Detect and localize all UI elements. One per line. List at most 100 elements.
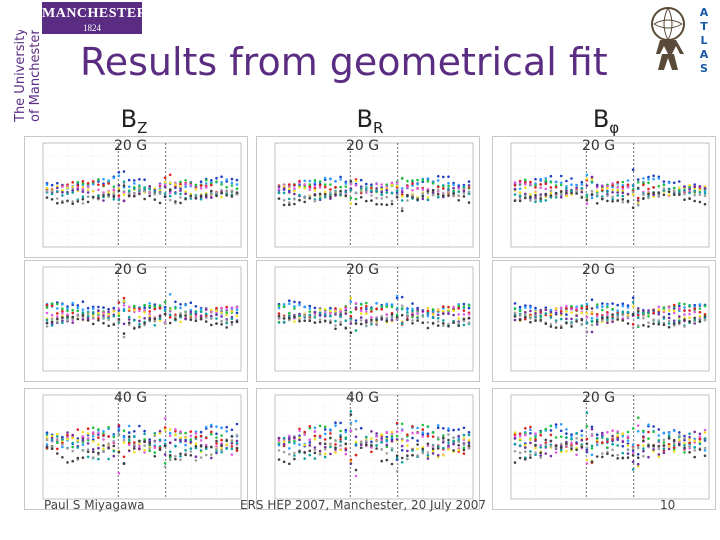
data-point: [513, 461, 517, 464]
data-point: [431, 316, 435, 319]
data-point: [621, 302, 625, 305]
data-point: [693, 310, 696, 314]
column-header-br: BR: [356, 105, 384, 137]
data-point: [380, 441, 383, 444]
data-point: [277, 197, 281, 200]
data-point: [575, 192, 578, 195]
data-point: [97, 451, 100, 455]
data-point: [189, 454, 193, 457]
data-point: [86, 188, 90, 191]
scale-label: 20 G: [346, 138, 380, 154]
data-point: [189, 450, 193, 453]
data-point: [385, 185, 389, 189]
data-point: [549, 445, 553, 448]
data-point: [225, 447, 228, 450]
data-point: [235, 439, 239, 443]
data-point: [56, 181, 59, 185]
data-point: [667, 431, 671, 435]
data-point: [539, 197, 542, 200]
data-point: [210, 310, 213, 314]
data-point: [277, 436, 281, 440]
data-point: [127, 318, 131, 321]
data-point: [354, 468, 358, 472]
data-point: [570, 317, 573, 321]
data-point: [616, 430, 619, 433]
data-point: [447, 194, 450, 197]
data-point: [329, 432, 332, 435]
data-point: [657, 191, 661, 194]
data-point: [657, 434, 661, 437]
data-point: [235, 314, 239, 318]
data-point: [298, 181, 301, 185]
residual-plot-panel: 20 G: [24, 136, 248, 258]
data-point: [50, 192, 54, 196]
data-point: [631, 443, 635, 447]
data-point: [220, 188, 223, 192]
data-point: [395, 189, 399, 192]
data-point: [334, 179, 337, 183]
data-point: [349, 319, 353, 323]
data-point: [334, 319, 337, 323]
data-point: [518, 318, 522, 322]
data-point: [329, 177, 332, 181]
data-point: [416, 443, 419, 446]
data-point: [199, 434, 203, 438]
data-point: [395, 456, 399, 460]
data-point: [86, 319, 90, 322]
data-point: [230, 447, 234, 451]
scale-label: 40 G: [346, 390, 380, 406]
data-point: [595, 303, 599, 306]
data-point: [282, 305, 286, 308]
data-point: [421, 433, 425, 436]
data-point: [590, 189, 594, 193]
data-point: [616, 180, 619, 184]
data-point: [230, 317, 234, 321]
data-point: [447, 184, 450, 188]
data-point: [703, 304, 707, 308]
data-point: [122, 184, 126, 188]
data-point: [313, 185, 317, 188]
data-point: [416, 319, 419, 322]
data-point: [442, 185, 445, 188]
residual-plot: [510, 394, 710, 500]
data-point: [359, 185, 363, 188]
data-point: [50, 313, 54, 317]
data-point: [293, 307, 296, 310]
data-point: [534, 451, 537, 454]
data-point: [225, 425, 228, 429]
data-point: [678, 309, 681, 313]
data-point: [359, 196, 363, 199]
data-point: [199, 317, 203, 321]
data-point: [518, 314, 522, 317]
data-point: [143, 451, 146, 454]
data-point: [158, 189, 162, 192]
data-point: [148, 304, 151, 308]
data-point: [590, 196, 594, 200]
data-point: [189, 318, 193, 321]
data-point: [365, 199, 368, 203]
data-point: [442, 446, 445, 450]
data-point: [395, 313, 399, 316]
data-point: [416, 439, 419, 442]
data-point: [71, 433, 74, 437]
data-point: [642, 447, 645, 450]
data-point: [436, 454, 440, 457]
data-point: [235, 442, 239, 445]
data-point: [452, 181, 455, 185]
data-point: [688, 191, 691, 195]
data-point: [554, 451, 558, 454]
data-point: [559, 423, 563, 426]
data-point: [174, 300, 177, 304]
data-point: [683, 434, 686, 438]
data-point: [148, 190, 151, 193]
data-point: [452, 442, 455, 446]
data-point: [153, 198, 157, 201]
data-point: [657, 319, 661, 322]
data-point: [452, 309, 455, 312]
data-point: [282, 320, 286, 324]
data-point: [194, 314, 198, 318]
data-point: [534, 453, 537, 456]
data-point: [133, 182, 136, 185]
data-point: [189, 308, 193, 312]
data-point: [385, 305, 389, 308]
